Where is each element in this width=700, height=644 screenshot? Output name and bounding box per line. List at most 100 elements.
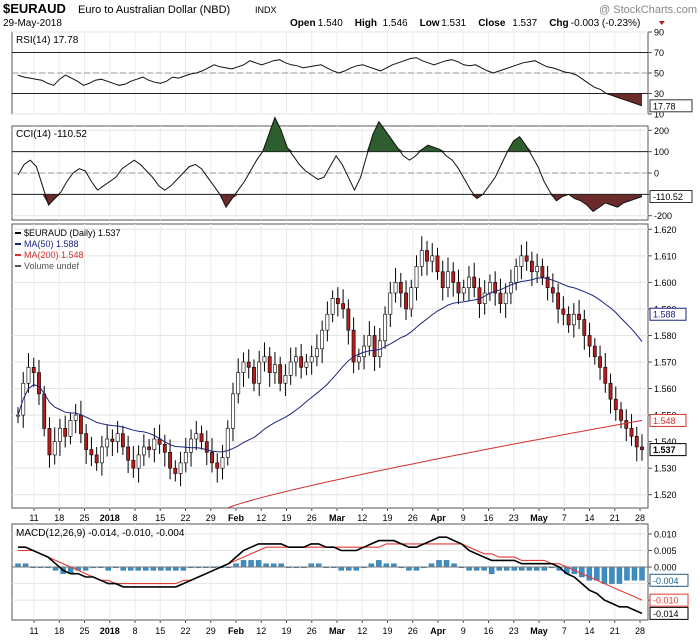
- price-panel: [11, 223, 649, 509]
- candle: [294, 356, 298, 363]
- macd-x-label-20: May: [530, 626, 548, 636]
- candle: [94, 454, 99, 464]
- macd-x-label-11: 26: [307, 626, 317, 636]
- macd-x-label-22: 14: [584, 626, 594, 636]
- candle: [136, 454, 141, 469]
- legend-entry-1: MA(50) 1.588: [24, 239, 79, 249]
- candle: [446, 271, 450, 289]
- rsi-tick-label-3: 30: [654, 89, 664, 99]
- header-symbol: $EURAUD: [3, 1, 66, 16]
- price-last-ma200: 1.548: [653, 416, 676, 426]
- price-tick-label-4: 1.580: [654, 331, 677, 341]
- candle: [498, 292, 503, 304]
- price-x-label-3: 2018: [100, 513, 120, 523]
- candle: [535, 266, 540, 273]
- price-tick-label-10: 1.520: [654, 490, 677, 500]
- candle: [440, 271, 445, 289]
- candle: [42, 393, 47, 429]
- macd-last-box-hist: [649, 573, 689, 587]
- candle: [58, 428, 62, 442]
- price-last-box-ma50: [649, 307, 687, 321]
- candle: [325, 313, 330, 331]
- candle: [115, 433, 120, 442]
- candle: [388, 292, 393, 315]
- ohlc-low-value: 1.531: [441, 18, 466, 29]
- ohlc-close-label: Close: [478, 18, 506, 29]
- candle: [540, 266, 545, 278]
- header-exchange: INDX: [255, 5, 277, 15]
- candle: [204, 441, 209, 453]
- macd-x-label-14: 19: [382, 626, 392, 636]
- candle: [351, 329, 356, 363]
- candle: [162, 443, 167, 453]
- price-x-label-13: 12: [357, 513, 367, 523]
- ohlc-open-label: Open: [290, 18, 316, 29]
- candle: [634, 436, 639, 448]
- candle: [603, 367, 608, 384]
- candle: [613, 398, 618, 411]
- macd-x-label-3: 2018: [100, 626, 120, 636]
- candle: [31, 367, 36, 373]
- rsi-tick-label-0: 90: [654, 28, 664, 38]
- cci-tick-label-4: -200: [654, 211, 672, 221]
- candle: [545, 276, 550, 289]
- candle: [63, 428, 68, 437]
- macd-x-label-16: Apr: [430, 626, 446, 636]
- candle: [598, 356, 602, 368]
- price-x-label-11: 26: [307, 513, 317, 523]
- candle: [26, 367, 31, 384]
- candle: [404, 292, 408, 310]
- candle: [16, 414, 20, 417]
- candle: [99, 446, 104, 464]
- price-x-label-7: 29: [206, 513, 216, 523]
- price-tick-label-9: 1.530: [654, 464, 677, 474]
- ohlc-chg-label: Chg: [549, 18, 568, 29]
- macd-x-label-9: 12: [256, 626, 266, 636]
- legend-entry-0: $EURAUD (Daily) 1.537: [24, 228, 121, 238]
- macd-hist-bar: [488, 566, 495, 574]
- candle: [556, 292, 561, 310]
- candle: [398, 282, 403, 294]
- candle: [252, 367, 256, 384]
- legend-entry-2: MA(200) 1.548: [24, 250, 84, 260]
- price-x-label-14: 19: [382, 513, 392, 523]
- candle: [640, 446, 644, 450]
- macd-x-label-13: 12: [357, 626, 367, 636]
- macd-x-label-6: 22: [180, 626, 190, 636]
- candle: [299, 356, 304, 368]
- price-last-close: 1.537: [653, 445, 676, 455]
- macd-hist-bar: [240, 560, 247, 568]
- candle: [587, 335, 592, 347]
- candle: [320, 329, 325, 350]
- candle: [477, 287, 482, 304]
- candle: [283, 374, 288, 384]
- candle: [47, 428, 52, 456]
- candle: [514, 266, 519, 283]
- rsi-series: [17, 57, 643, 107]
- candle: [393, 282, 398, 294]
- macd-hist-bar: [376, 560, 382, 568]
- rsi-line: [17, 57, 643, 107]
- candle: [629, 428, 634, 437]
- cci-tick-label-0: 200: [654, 126, 669, 136]
- price-tick-label-1: 1.610: [654, 251, 677, 261]
- watermark: @ StockCharts.com: [599, 4, 697, 16]
- price-x-label-21: 7: [562, 513, 567, 523]
- legend-entry-3: Volume undef: [24, 261, 80, 271]
- cci-series: [17, 116, 643, 213]
- candle: [288, 361, 293, 376]
- candle: [210, 451, 214, 464]
- price-x-label-1: 18: [54, 513, 64, 523]
- candle: [509, 282, 513, 294]
- candle: [608, 382, 613, 400]
- candle: [168, 451, 172, 469]
- macd-last-signal: -0.010: [653, 596, 679, 606]
- macd-last-hist: -0.004: [653, 576, 679, 586]
- candle: [503, 292, 508, 304]
- candle: [189, 438, 193, 453]
- cci-tick-label-1: 100: [654, 147, 669, 157]
- candle: [451, 271, 456, 283]
- candle: [582, 319, 587, 336]
